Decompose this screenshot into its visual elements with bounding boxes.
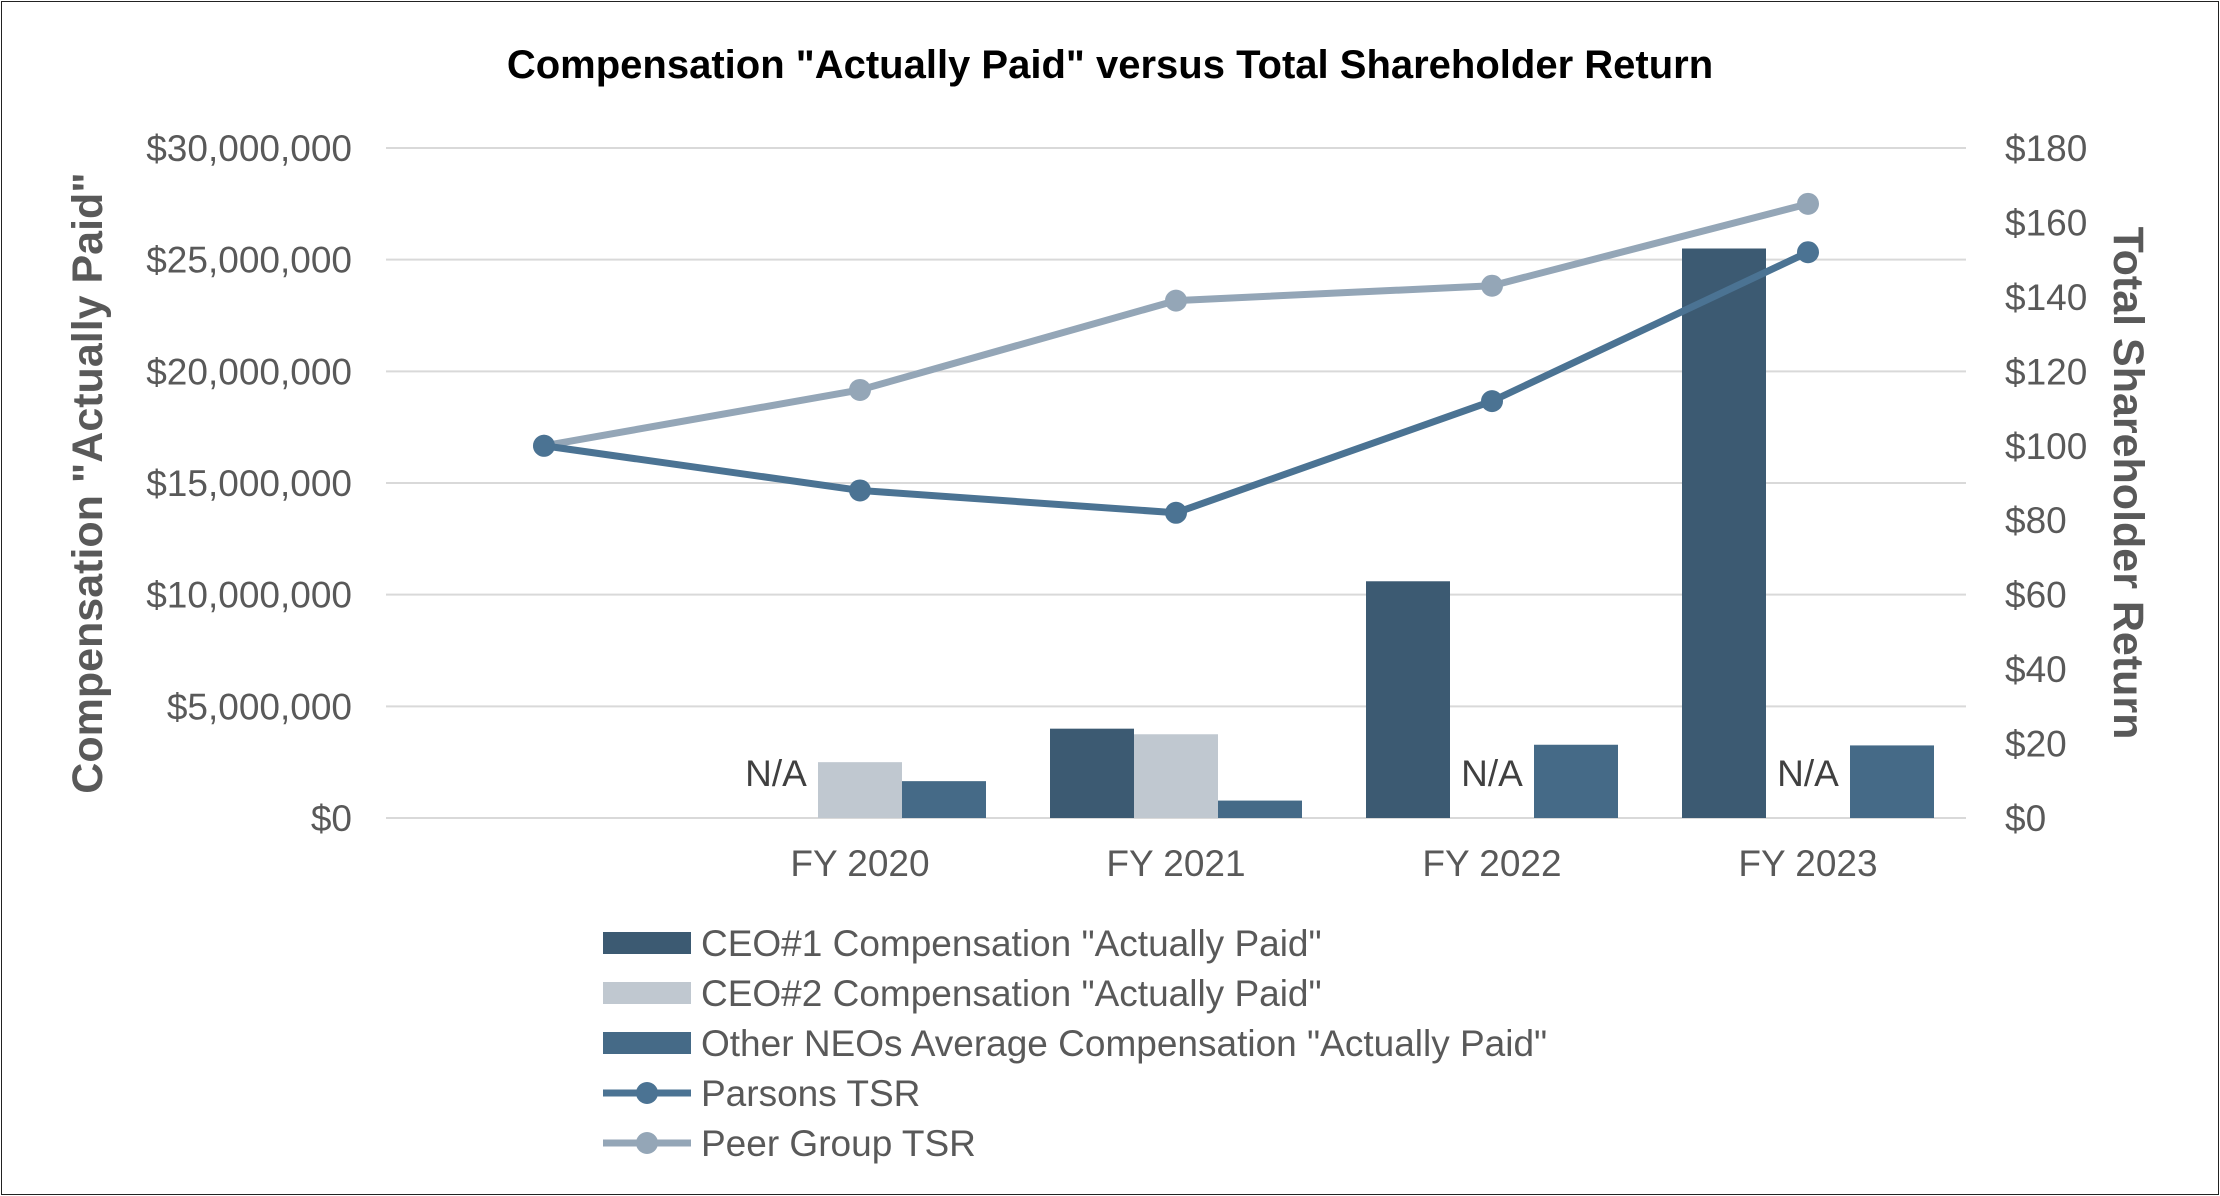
data-point bbox=[1165, 289, 1187, 312]
bar bbox=[1050, 728, 1134, 818]
data-point bbox=[1797, 192, 1819, 215]
x-tick-label: FY 2021 bbox=[1106, 843, 1245, 884]
legend-marker bbox=[636, 1082, 658, 1104]
legend: CEO#1 Compensation "Actually Paid" CEO#2 … bbox=[603, 923, 1547, 1164]
legend-marker bbox=[636, 1132, 658, 1154]
y2-tick-label: $120 bbox=[2005, 351, 2087, 392]
y-tick-label: $30,000,000 bbox=[146, 128, 352, 169]
y-tick-label: $20,000,000 bbox=[146, 351, 352, 392]
legend-label: Parsons TSR bbox=[701, 1073, 920, 1114]
legend-swatch bbox=[603, 982, 691, 1004]
bar bbox=[1218, 800, 1302, 818]
x-tick-label: FY 2023 bbox=[1738, 843, 1877, 884]
data-point bbox=[849, 378, 871, 401]
x-tick-label: FY 2020 bbox=[790, 843, 929, 884]
legend-label: CEO#1 Compensation "Actually Paid" bbox=[701, 923, 1322, 964]
y2-tick-label: $180 bbox=[2005, 128, 2087, 169]
y2-tick-label: $40 bbox=[2005, 649, 2067, 690]
data-point bbox=[1165, 501, 1187, 524]
y2-tick-label: $20 bbox=[2005, 724, 2067, 765]
bar bbox=[1134, 734, 1218, 818]
y-tick-label: $0 bbox=[311, 798, 352, 839]
y2-tick-label: $60 bbox=[2005, 575, 2067, 616]
y2-tick-label: $160 bbox=[2005, 202, 2087, 243]
data-point bbox=[533, 434, 555, 457]
bar bbox=[1850, 745, 1934, 818]
y-tick-label: $25,000,000 bbox=[146, 240, 352, 281]
bar bbox=[818, 762, 902, 818]
bar bbox=[1534, 744, 1618, 818]
legend-swatch bbox=[603, 1032, 691, 1054]
x-tick-label: FY 2022 bbox=[1422, 843, 1561, 884]
na-label: N/A bbox=[745, 753, 807, 794]
data-point bbox=[1481, 390, 1503, 413]
na-label: N/A bbox=[1777, 753, 1839, 794]
y-tick-label: $5,000,000 bbox=[167, 686, 352, 727]
y2-tick-label: $100 bbox=[2005, 426, 2087, 467]
bar bbox=[1682, 248, 1766, 818]
bar bbox=[1366, 581, 1450, 818]
y2-tick-label: $80 bbox=[2005, 500, 2067, 541]
legend-label: Other NEOs Average Compensation "Actuall… bbox=[701, 1023, 1547, 1064]
chart-title: Compensation "Actually Paid" versus Tota… bbox=[507, 43, 1713, 87]
na-label: N/A bbox=[1461, 753, 1523, 794]
y2-tick-label: $0 bbox=[2005, 798, 2046, 839]
y2-tick-label: $140 bbox=[2005, 277, 2087, 318]
y2-axis-label: Total Shareholder Return bbox=[2104, 227, 2152, 740]
data-point bbox=[1797, 241, 1819, 264]
series-line bbox=[543, 200, 1809, 450]
y-axis-label: Compensation "Actually Paid" bbox=[64, 172, 112, 793]
data-point bbox=[849, 479, 871, 502]
bar bbox=[902, 781, 986, 818]
y-tick-label: $10,000,000 bbox=[146, 575, 352, 616]
legend-swatch bbox=[603, 932, 691, 954]
data-point bbox=[1481, 274, 1503, 297]
legend-label: CEO#2 Compensation "Actually Paid" bbox=[701, 973, 1322, 1014]
legend-label: Peer Group TSR bbox=[701, 1123, 976, 1164]
y-tick-label: $15,000,000 bbox=[146, 463, 352, 504]
